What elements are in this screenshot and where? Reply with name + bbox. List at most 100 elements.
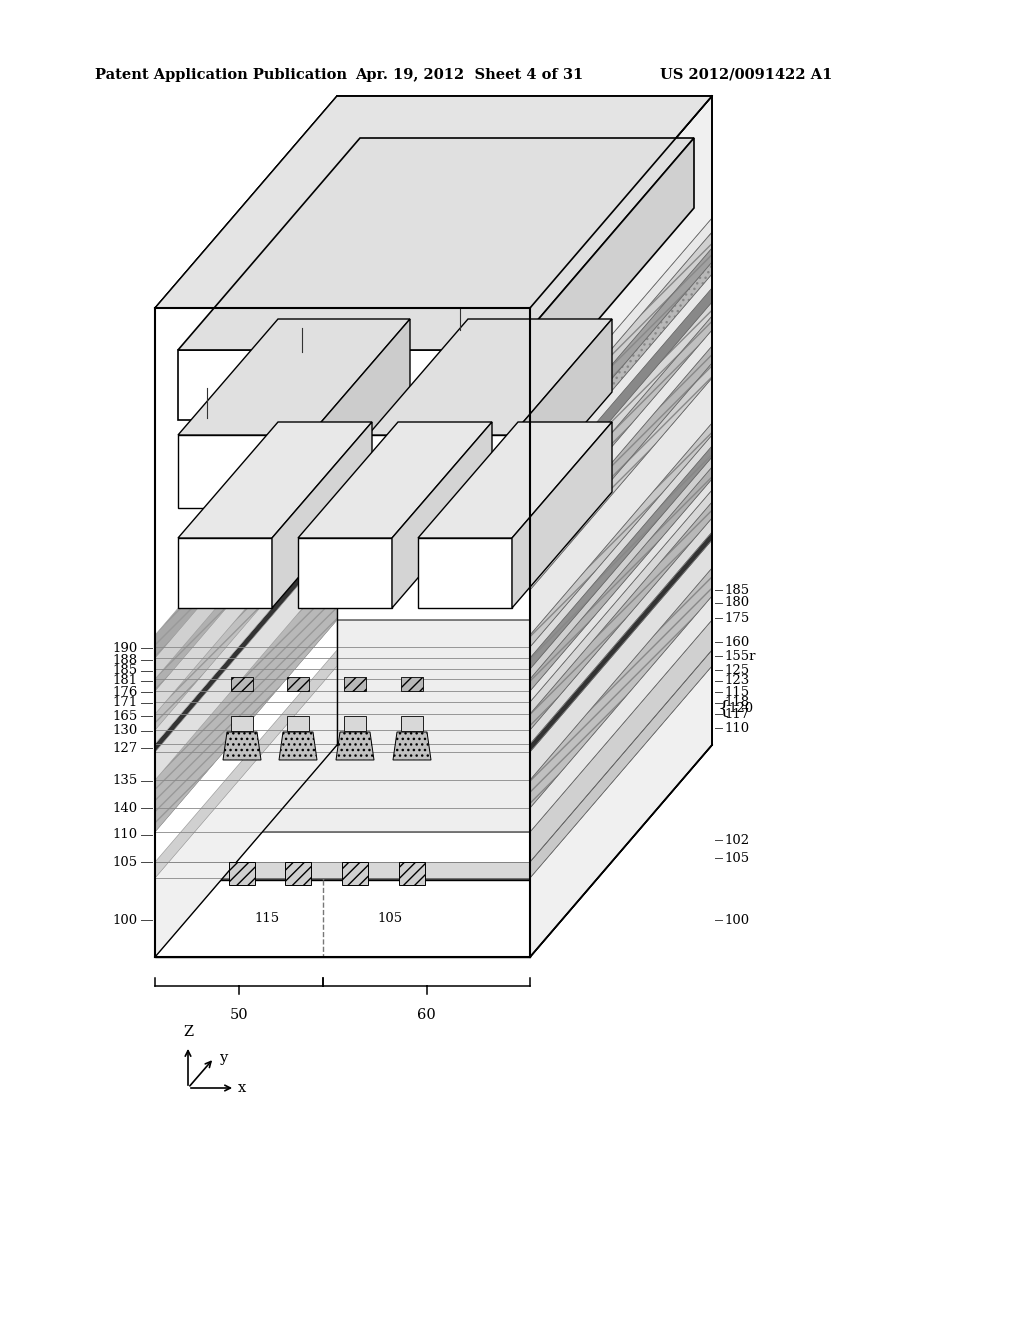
Polygon shape: [231, 715, 253, 731]
Polygon shape: [530, 96, 712, 430]
Text: 127: 127: [113, 742, 138, 755]
Text: 110: 110: [724, 722, 750, 734]
Text: 115: 115: [254, 912, 280, 924]
Polygon shape: [401, 677, 423, 690]
Polygon shape: [155, 649, 337, 878]
Polygon shape: [530, 649, 712, 878]
Polygon shape: [530, 315, 712, 543]
Text: 185: 185: [724, 583, 750, 597]
Text: y: y: [219, 1051, 227, 1065]
Text: 105: 105: [724, 851, 750, 865]
Text: Z: Z: [183, 1026, 194, 1039]
Text: {: {: [718, 700, 730, 717]
Polygon shape: [155, 880, 530, 957]
Text: 171: 171: [113, 697, 138, 710]
Text: 123: 123: [724, 675, 750, 688]
Polygon shape: [285, 862, 311, 884]
Polygon shape: [530, 532, 712, 752]
Text: 50: 50: [229, 1008, 248, 1022]
Polygon shape: [298, 422, 492, 539]
Polygon shape: [530, 649, 712, 878]
Text: 190: 190: [447, 285, 473, 298]
Polygon shape: [344, 677, 366, 690]
Text: 188: 188: [113, 653, 138, 667]
Text: 105: 105: [378, 912, 402, 924]
Polygon shape: [155, 532, 337, 752]
Polygon shape: [155, 668, 712, 880]
Polygon shape: [418, 422, 612, 539]
Polygon shape: [368, 319, 612, 436]
Polygon shape: [530, 288, 712, 513]
Text: 155r: 155r: [360, 726, 388, 738]
Text: 60: 60: [417, 1008, 436, 1022]
Polygon shape: [229, 862, 255, 884]
Polygon shape: [530, 517, 712, 744]
Polygon shape: [530, 248, 712, 474]
Polygon shape: [155, 540, 337, 780]
Text: 130: 130: [113, 725, 138, 738]
Polygon shape: [155, 620, 337, 862]
Polygon shape: [178, 319, 410, 436]
Polygon shape: [272, 422, 372, 609]
Polygon shape: [336, 733, 374, 760]
Polygon shape: [223, 733, 261, 760]
Text: 175: 175: [364, 690, 386, 704]
Polygon shape: [530, 502, 712, 730]
Polygon shape: [530, 346, 712, 576]
Text: 180: 180: [724, 597, 750, 610]
Polygon shape: [298, 539, 392, 609]
Text: 100: 100: [113, 913, 138, 927]
Polygon shape: [530, 378, 712, 635]
Polygon shape: [342, 862, 368, 884]
Polygon shape: [530, 540, 712, 780]
Text: 102: 102: [586, 851, 608, 865]
Text: 140: 140: [113, 801, 138, 814]
Polygon shape: [155, 96, 712, 308]
Polygon shape: [530, 261, 712, 486]
Text: 102: 102: [724, 833, 750, 846]
Text: 105: 105: [113, 855, 138, 869]
Polygon shape: [368, 436, 512, 508]
Polygon shape: [178, 436, 310, 508]
Polygon shape: [530, 302, 712, 528]
Text: Patent Application Publication: Patent Application Publication: [95, 69, 347, 82]
Polygon shape: [392, 422, 492, 609]
Polygon shape: [530, 422, 712, 647]
Text: 130: 130: [437, 726, 459, 738]
Polygon shape: [530, 479, 712, 702]
Text: 125: 125: [724, 664, 750, 676]
Polygon shape: [418, 539, 512, 609]
Polygon shape: [155, 96, 712, 308]
Text: x: x: [238, 1081, 246, 1096]
Polygon shape: [530, 330, 712, 558]
Text: US 2012/0091422 A1: US 2012/0091422 A1: [660, 69, 833, 82]
Text: 176: 176: [113, 685, 138, 698]
Polygon shape: [155, 422, 337, 657]
Text: 118: 118: [724, 697, 750, 710]
Polygon shape: [530, 620, 712, 862]
Polygon shape: [530, 668, 712, 957]
Polygon shape: [155, 862, 530, 878]
Text: 181: 181: [113, 675, 138, 688]
Polygon shape: [155, 517, 337, 744]
Polygon shape: [155, 568, 337, 832]
Polygon shape: [512, 319, 612, 508]
Text: 190: 190: [290, 305, 314, 318]
Text: 135: 135: [113, 775, 138, 788]
Polygon shape: [155, 467, 337, 690]
Text: 165: 165: [113, 710, 138, 722]
Text: 120: 120: [728, 701, 753, 714]
Polygon shape: [344, 715, 366, 731]
Polygon shape: [512, 422, 612, 609]
Polygon shape: [530, 457, 712, 678]
Polygon shape: [530, 467, 712, 690]
Polygon shape: [287, 715, 309, 731]
Polygon shape: [530, 446, 712, 669]
Text: 170: 170: [289, 690, 311, 704]
Polygon shape: [178, 139, 694, 350]
Text: 117: 117: [724, 708, 750, 721]
Polygon shape: [530, 363, 712, 590]
Polygon shape: [310, 319, 410, 508]
Polygon shape: [530, 275, 712, 500]
Polygon shape: [178, 539, 272, 609]
